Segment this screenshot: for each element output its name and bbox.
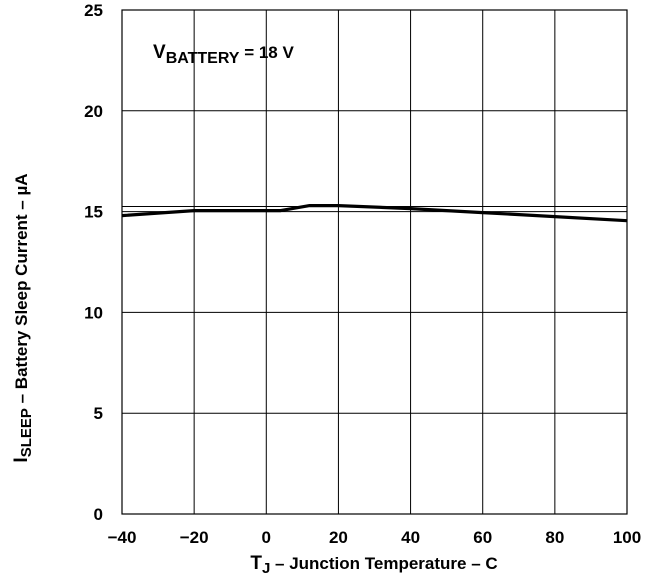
plot-frame xyxy=(121,9,628,515)
x-axis-label: TJ – Junction Temperature – C xyxy=(250,553,497,576)
y-tick-labels: 0 5 10 15 20 25 xyxy=(84,1,103,524)
x-tick-label-4: 40 xyxy=(401,528,420,547)
annotation-vbattery: VBATTERY = 18 V xyxy=(153,42,294,67)
y-tick-label-3: 15 xyxy=(84,203,103,222)
x-tick-label-2: 0 xyxy=(262,528,271,547)
x-tick-label-7: 100 xyxy=(613,528,641,547)
y-tick-label-1: 5 xyxy=(94,404,103,423)
y-tick-label-0: 0 xyxy=(94,505,103,524)
x-tick-labels: −40 −20 0 20 40 60 80 100 xyxy=(108,528,642,547)
x-axis-label-rest: – Junction Temperature – C xyxy=(270,554,497,573)
y-axis-label-rest: – Battery Sleep Current – µA xyxy=(12,173,31,408)
x-tick-label-0: −40 xyxy=(108,528,137,547)
x-axis-label-main: T xyxy=(250,553,262,574)
grid xyxy=(121,9,628,515)
y-tick-label-4: 20 xyxy=(84,102,103,121)
x-axis-label-sub: J xyxy=(262,560,270,576)
y-tick-label-5: 25 xyxy=(84,1,103,20)
y-axis-label: ISLEEP – Battery Sleep Current – µA xyxy=(11,173,35,462)
x-tick-label-6: 80 xyxy=(545,528,564,547)
series-layer xyxy=(121,204,628,223)
x-tick-label-3: 20 xyxy=(329,528,348,547)
y-axis-label-main: I xyxy=(11,457,32,462)
plot-border xyxy=(121,9,628,515)
annotation-sub: BATTERY xyxy=(166,50,240,67)
y-axis-label-sub: SLEEP xyxy=(18,408,35,457)
annotation-rest: = 18 V xyxy=(239,43,294,62)
annotation-main: V xyxy=(153,42,166,63)
series-line-0 xyxy=(121,204,628,223)
x-tick-label-1: −20 xyxy=(180,528,209,547)
x-tick-label-5: 60 xyxy=(473,528,492,547)
y-tick-label-2: 10 xyxy=(84,303,103,322)
